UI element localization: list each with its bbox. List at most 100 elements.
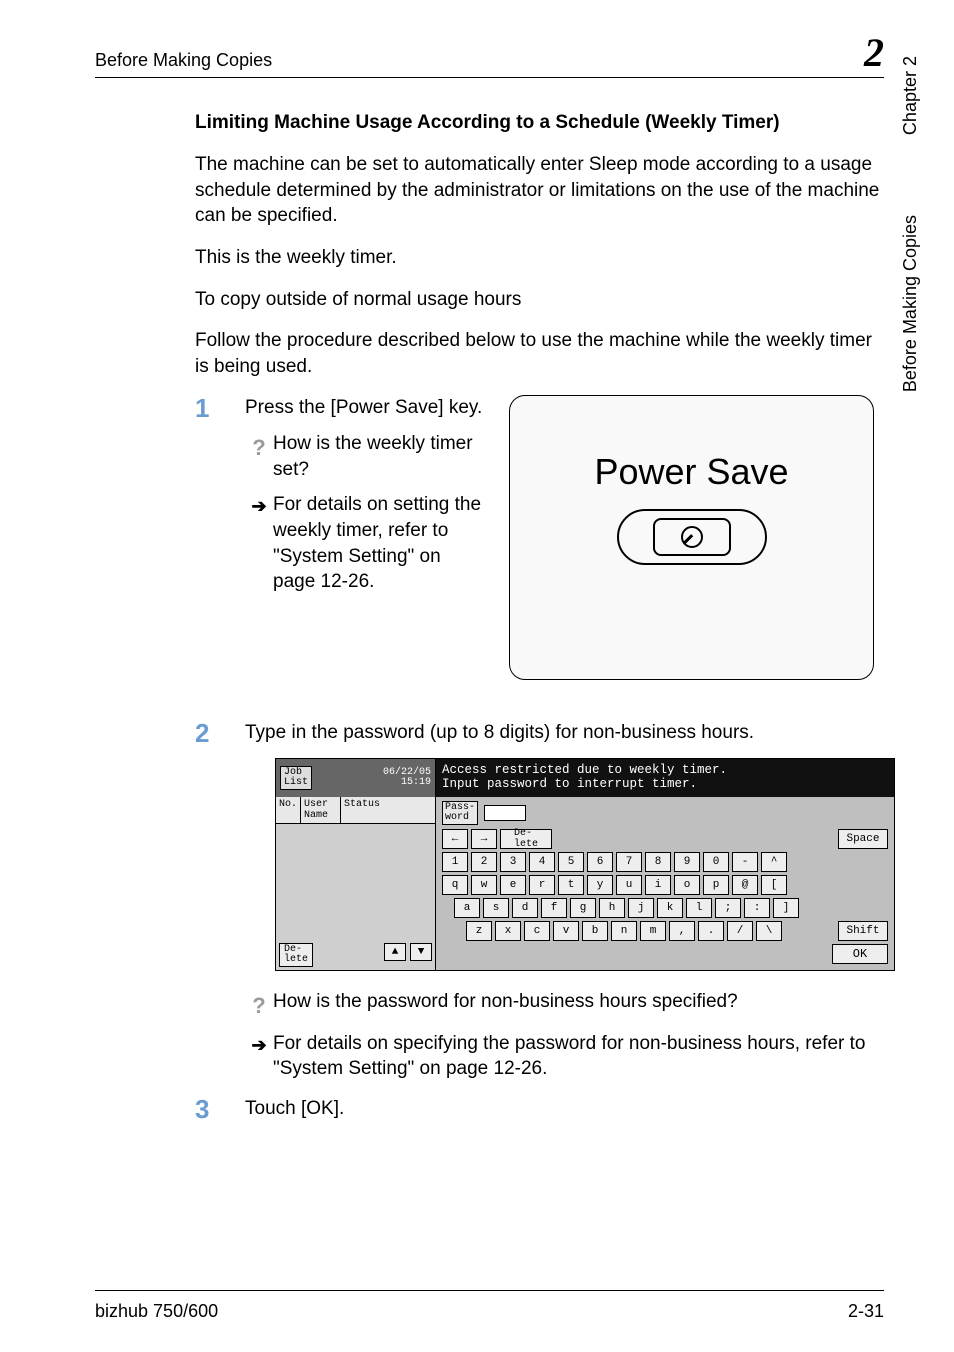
intro-paragraph-3: To copy outside of normal usage hours [195,287,884,313]
lcd-message-2: Input password to interrupt timer. [442,778,888,792]
key-s[interactable]: s [483,898,509,918]
key-k[interactable]: k [657,898,683,918]
key-;[interactable]: ; [715,898,741,918]
key-right[interactable]: → [471,829,497,849]
key-l[interactable]: l [686,898,712,918]
key-y[interactable]: y [587,875,613,895]
key-m[interactable]: m [640,921,666,941]
power-save-panel: Power Save [509,395,874,680]
key-8[interactable]: 8 [645,852,671,872]
key-@[interactable]: @ [732,875,758,895]
lcd-message-1: Access restricted due to weekly timer. [442,764,888,778]
key-5[interactable]: 5 [558,852,584,872]
section-heading: Limiting Machine Usage According to a Sc… [195,112,884,134]
key-r[interactable]: r [529,875,555,895]
lcd-time: 15:19 [383,778,431,789]
step-1-number: 1 [195,395,245,680]
step-3: 3 Touch [OK]. [195,1096,884,1122]
step-2-arrow-text: For details on specifying the password f… [273,1031,895,1082]
scroll-up-button[interactable]: ▲ [384,943,406,961]
lcd-panel: Job List 06/22/05 15:19 Access restricte… [275,758,895,971]
key-space[interactable]: Space [838,829,888,849]
key-4[interactable]: 4 [529,852,555,872]
key-shift[interactable]: Shift [838,921,888,941]
side-tab: Chapter 2 Before Making Copies [896,46,924,646]
key-][interactable]: ] [773,898,799,918]
key-q[interactable]: q [442,875,468,895]
step-1-question: How is the weekly timer set? [273,431,485,482]
key-1[interactable]: 1 [442,852,468,872]
key-left[interactable]: ← [442,829,468,849]
intro-paragraph-1: The machine can be set to automatically … [195,152,884,229]
step-2: 2 Type in the password (up to 8 digits) … [195,720,884,1082]
step-2-number: 2 [195,720,245,1082]
key-2[interactable]: 2 [471,852,497,872]
key-j[interactable]: j [628,898,654,918]
key-0[interactable]: 0 [703,852,729,872]
key-delete[interactable]: De- lete [500,829,552,849]
key--[interactable]: - [732,852,758,872]
step-2-question: How is the password for non-business hou… [273,989,738,1021]
header-rule [95,77,884,78]
col-user: User Name [301,797,341,823]
power-icon [681,526,703,548]
question-icon: ? [245,989,273,1021]
key-/[interactable]: / [727,921,753,941]
key-3[interactable]: 3 [500,852,526,872]
key-z[interactable]: z [466,921,492,941]
key-^[interactable]: ^ [761,852,787,872]
key-p[interactable]: p [703,875,729,895]
key-b[interactable]: b [582,921,608,941]
side-running-label: Before Making Copies [900,215,921,392]
job-list-body [276,824,435,940]
power-save-title: Power Save [594,448,788,497]
ok-button[interactable]: OK [832,944,888,964]
key-n[interactable]: n [611,921,637,941]
key-\[interactable]: \ [756,921,782,941]
step-3-number: 3 [195,1096,245,1122]
password-field[interactable] [484,805,526,821]
step-3-text: Touch [OK]. [245,1096,884,1122]
key-.[interactable]: . [698,921,724,941]
running-header: Before Making Copies [95,50,272,71]
question-icon: ? [245,431,273,482]
key-e[interactable]: e [500,875,526,895]
footer-page: 2-31 [848,1301,884,1322]
key-x[interactable]: x [495,921,521,941]
key-o[interactable]: o [674,875,700,895]
key-[[interactable]: [ [761,875,787,895]
side-chapter-label: Chapter 2 [900,56,921,135]
footer-model: bizhub 750/600 [95,1301,218,1322]
power-save-button[interactable] [617,509,767,565]
scroll-down-button[interactable]: ▼ [410,943,432,961]
key-f[interactable]: f [541,898,567,918]
key-,[interactable]: , [669,921,695,941]
key-c[interactable]: c [524,921,550,941]
step-1-arrow-text: For details on setting the weekly timer,… [273,492,485,595]
key-i[interactable]: i [645,875,671,895]
key-:[interactable]: : [744,898,770,918]
key-9[interactable]: 9 [674,852,700,872]
key-t[interactable]: t [558,875,584,895]
delete-job-button[interactable]: De- lete [279,943,313,967]
step-1: 1 Press the [Power Save] key. ? How is t… [195,395,884,680]
key-g[interactable]: g [570,898,596,918]
key-a[interactable]: a [454,898,480,918]
key-v[interactable]: v [553,921,579,941]
key-u[interactable]: u [616,875,642,895]
step-1-text: Press the [Power Save] key. [245,395,485,421]
password-label: Pass- word [442,801,478,825]
key-d[interactable]: d [512,898,538,918]
arrow-icon: ➔ [245,492,273,595]
job-list-button[interactable]: Job List [280,766,312,790]
chapter-number: 2 [864,35,884,71]
step-2-text: Type in the password (up to 8 digits) fo… [245,720,895,746]
intro-paragraph-2: This is the weekly timer. [195,245,884,271]
col-no: No. [276,797,301,823]
key-h[interactable]: h [599,898,625,918]
key-w[interactable]: w [471,875,497,895]
col-status: Status [341,797,435,823]
key-7[interactable]: 7 [616,852,642,872]
key-6[interactable]: 6 [587,852,613,872]
arrow-icon: ➔ [245,1031,273,1082]
